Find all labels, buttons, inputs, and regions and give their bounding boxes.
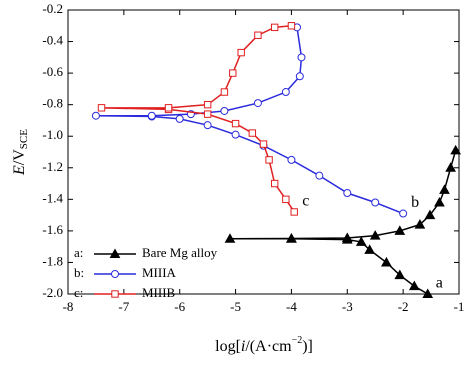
legend-label: MIIIA [142, 265, 177, 280]
data-point [175, 114, 184, 123]
legend-label: MIIIB [142, 285, 176, 300]
data-point [224, 233, 236, 243]
data-point [315, 171, 324, 180]
y-axis-title: E/VSCE [11, 129, 30, 176]
x-tick-label: -6 [174, 299, 185, 314]
x-tick-label: -5 [230, 299, 241, 314]
data-point [237, 48, 245, 57]
data-point [287, 155, 296, 164]
data-point [297, 53, 306, 62]
data-point [422, 288, 434, 298]
data-point [394, 225, 406, 235]
data-point [399, 209, 408, 218]
data-point [286, 232, 297, 243]
data-point [381, 256, 392, 267]
legend-marker [109, 248, 121, 258]
legend-marker [111, 290, 119, 298]
series-line [101, 25, 295, 213]
data-point [270, 23, 279, 32]
data-point [281, 88, 290, 97]
y-tick-label: -0.4 [42, 33, 63, 48]
data-point [394, 269, 406, 280]
data-point [341, 232, 353, 242]
data-point [445, 162, 456, 172]
data-point [231, 130, 240, 139]
legend-key: b: [74, 265, 84, 280]
data-point [371, 198, 380, 207]
x-tick-label: -1 [454, 299, 465, 314]
data-point [364, 244, 375, 254]
y-tick-label: -1.0 [42, 127, 63, 142]
data-point [220, 88, 229, 96]
series-line [95, 27, 404, 215]
data-point [147, 111, 156, 120]
data-point [290, 208, 298, 216]
x-tick-label: -8 [63, 299, 74, 314]
data-point [355, 236, 367, 246]
data-point [97, 104, 106, 112]
data-point [164, 104, 173, 112]
data-point [408, 280, 420, 291]
y-tick-label: -1.2 [42, 159, 63, 174]
x-tick-label: -3 [342, 299, 353, 314]
y-tick-label: -1.8 [42, 253, 63, 268]
y-tick-label: -0.2 [42, 1, 63, 16]
series-line [229, 150, 457, 295]
data-point [434, 196, 445, 207]
data-point [439, 184, 450, 194]
y-tick-label: -1.4 [42, 190, 63, 205]
data-point [229, 69, 237, 77]
data-point [259, 140, 268, 148]
data-point [253, 99, 262, 108]
data-point [270, 179, 279, 188]
x-tick-label: -7 [118, 299, 129, 314]
legend-key: c: [74, 285, 83, 300]
data-point [424, 209, 436, 220]
data-point [248, 129, 257, 137]
curve-tag: c [302, 193, 309, 210]
plot-frame [67, 9, 460, 295]
data-point [343, 189, 352, 198]
data-point [231, 119, 240, 128]
data-point [220, 106, 229, 115]
data-point [91, 111, 100, 120]
legend-key: a: [74, 245, 83, 260]
data-point [369, 230, 381, 240]
y-tick-label: -0.8 [42, 96, 63, 111]
data-point [203, 110, 212, 118]
data-point [450, 144, 462, 155]
y-tick-label: -2.0 [42, 285, 63, 300]
data-point [295, 72, 304, 81]
data-point [203, 100, 212, 109]
data-point [414, 219, 426, 229]
data-point [287, 22, 296, 30]
curve-tag: b [411, 194, 419, 211]
data-point [254, 31, 262, 39]
data-point [203, 121, 212, 130]
data-point [265, 156, 273, 164]
x-tick-label: -4 [286, 299, 297, 314]
y-tick-label: -0.6 [42, 64, 63, 79]
legend-marker [111, 270, 119, 278]
y-tick-label: -1.6 [42, 222, 63, 237]
legend-label: Bare Mg alloy [142, 245, 218, 260]
curve-tag: a [436, 275, 443, 292]
x-tick-label: -2 [398, 299, 409, 314]
x-axis-title: log[i/(A·cm−2)] [215, 335, 313, 354]
data-point [282, 195, 290, 204]
